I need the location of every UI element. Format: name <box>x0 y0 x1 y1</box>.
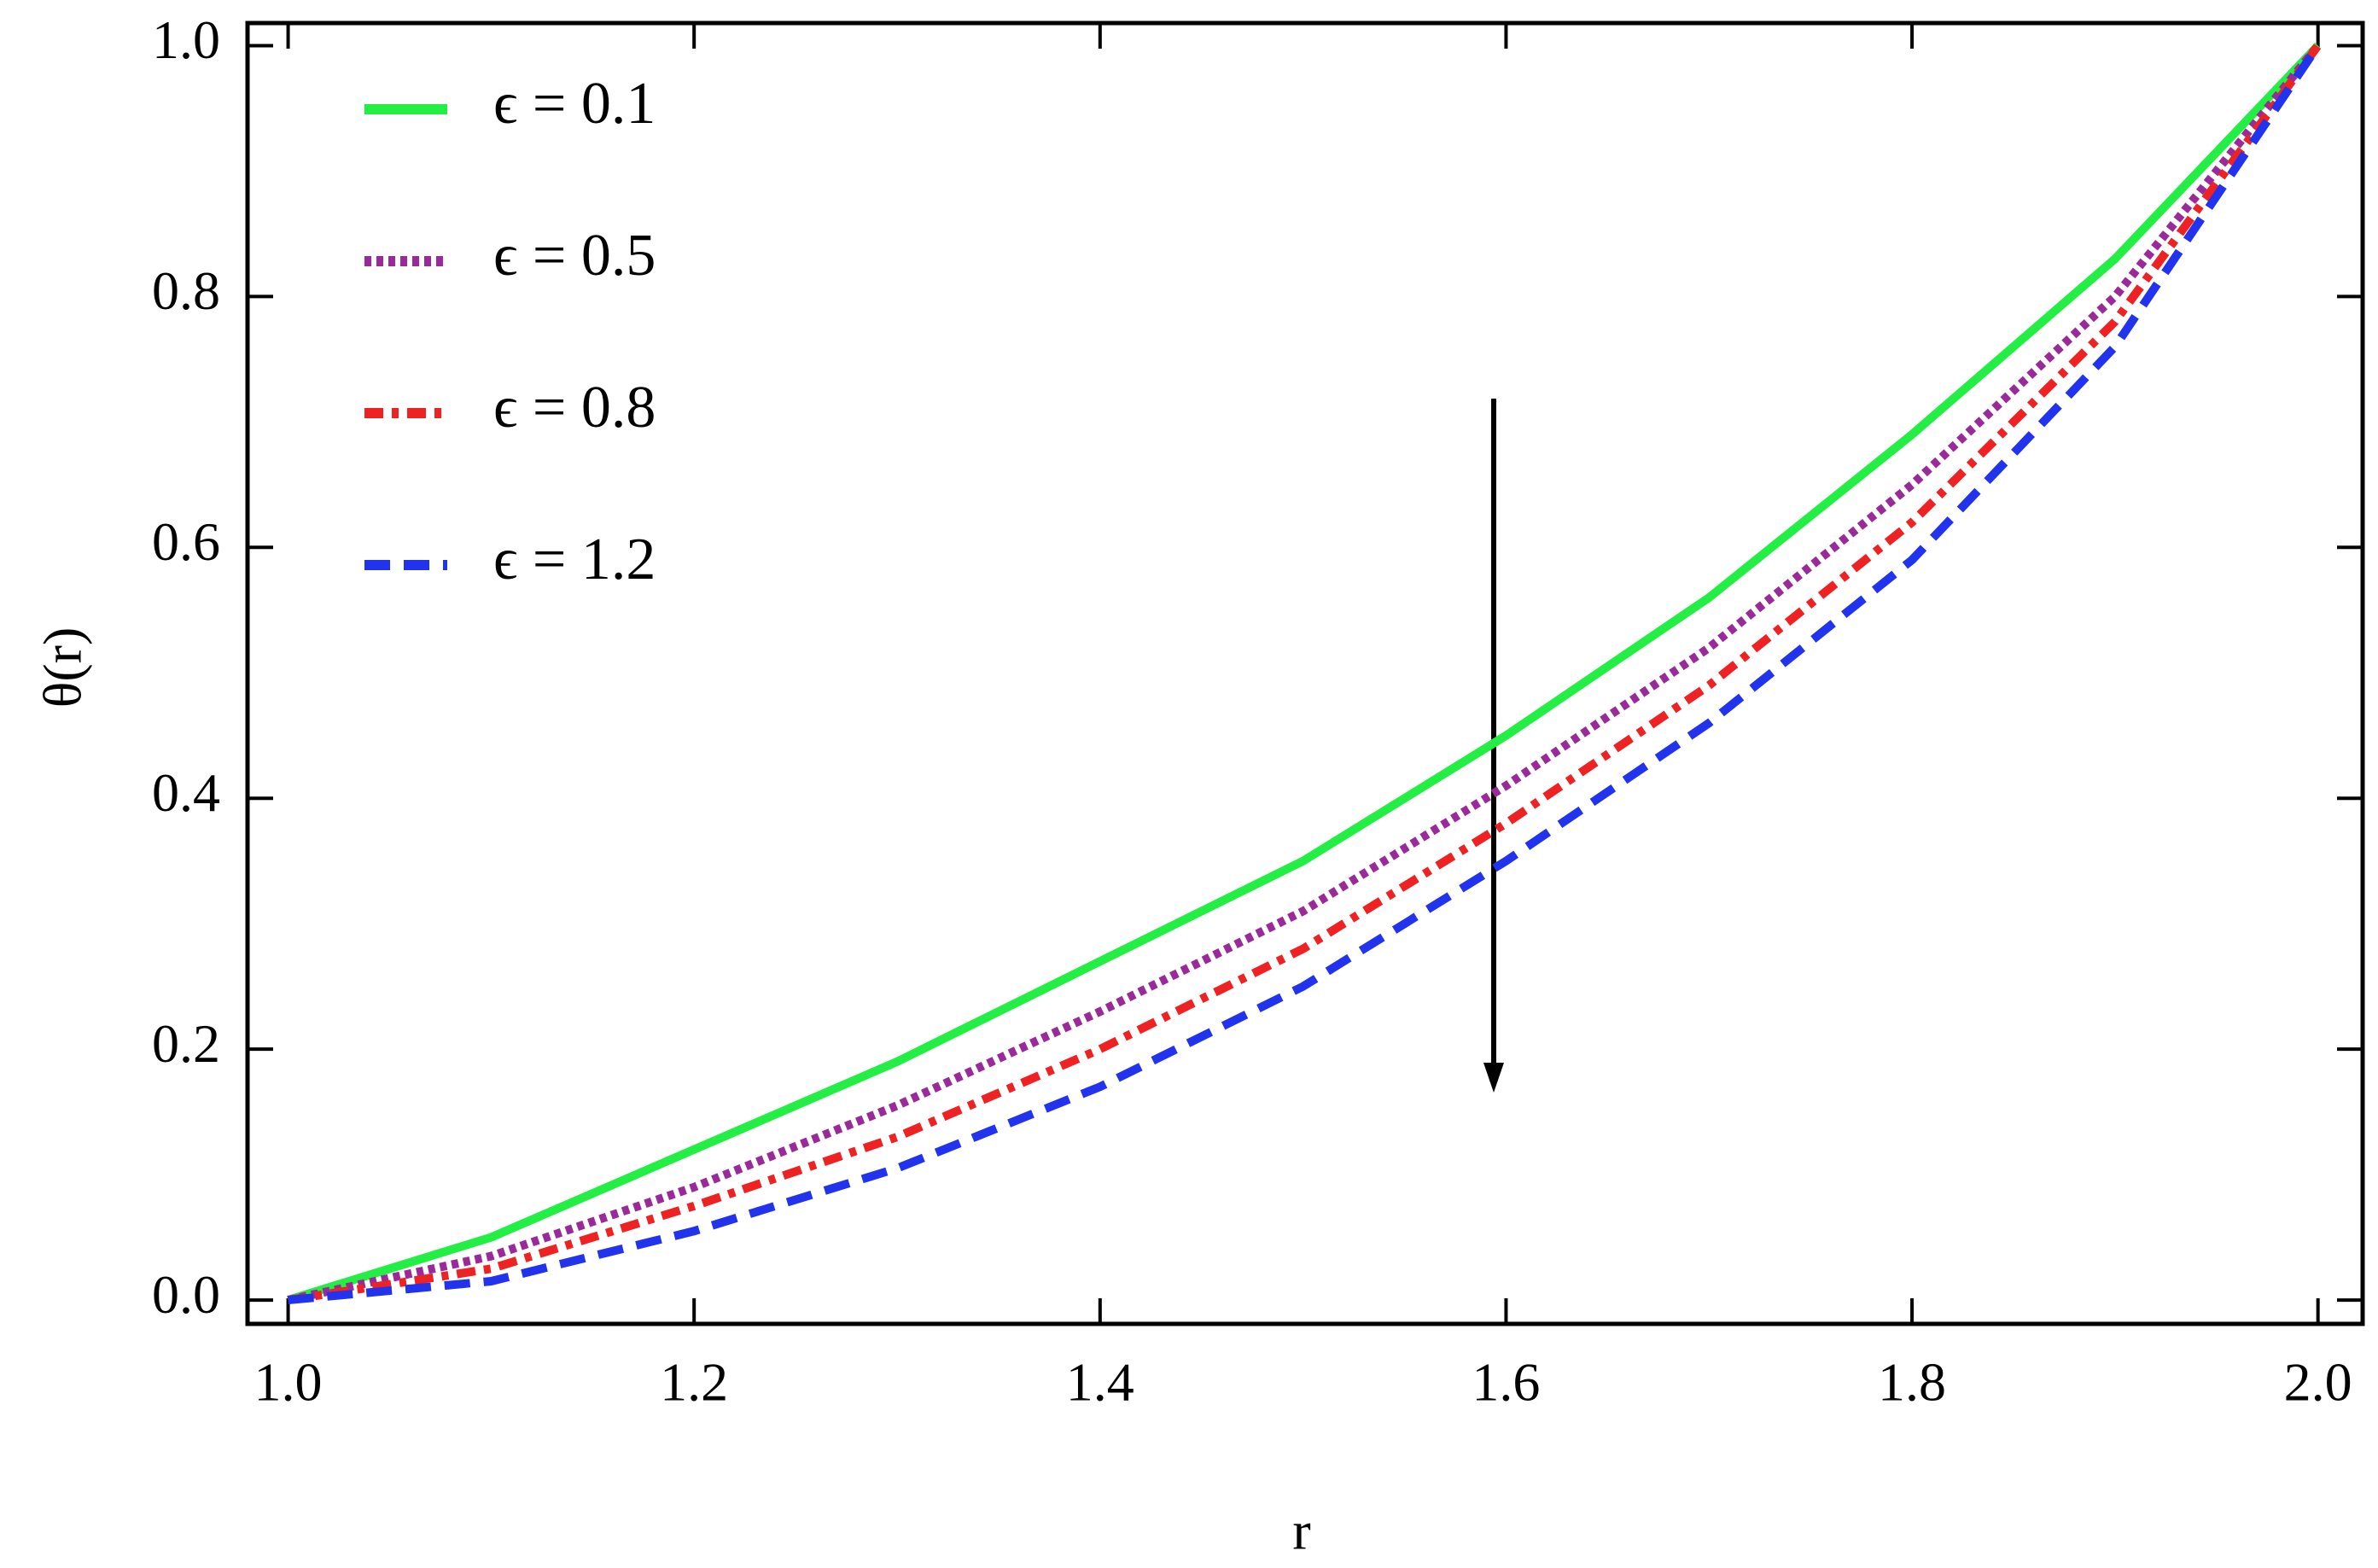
series-line <box>287 43 2322 1304</box>
arrow <box>1483 399 1504 1093</box>
x-tick-label: 1.8 <box>1878 1352 1946 1413</box>
y-tick-label: 0.4 <box>152 762 220 823</box>
x-tick-label: 2.0 <box>2284 1352 2352 1413</box>
arrow-head <box>1483 1063 1504 1093</box>
series-line <box>287 43 2322 1304</box>
y-tick-label: 0.2 <box>152 1013 220 1074</box>
series-line <box>287 43 2322 1305</box>
plot-frame <box>245 20 2365 1326</box>
y-tick-label: 1.0 <box>152 9 220 70</box>
y-tick-label: 0.6 <box>152 511 220 572</box>
x-tick-label: 1.2 <box>660 1352 728 1413</box>
legend-label: ϵ = 0.5 <box>493 223 656 289</box>
y-tick-label: 0.0 <box>152 1264 220 1325</box>
legend-label: ϵ = 0.1 <box>493 71 656 137</box>
y-tick-label: 0.8 <box>152 260 220 321</box>
legend-label: ϵ = 1.2 <box>493 527 656 592</box>
x-axis-label: r <box>1292 1501 1310 1561</box>
series-line <box>288 43 2322 1305</box>
x-tick-label: 1.4 <box>1066 1352 1134 1413</box>
y-axis-label: θ(r) <box>32 627 93 708</box>
x-tick-label: 1.6 <box>1472 1352 1540 1413</box>
x-tick-label: 1.0 <box>254 1352 323 1413</box>
legend-label: ϵ = 0.8 <box>493 375 656 440</box>
